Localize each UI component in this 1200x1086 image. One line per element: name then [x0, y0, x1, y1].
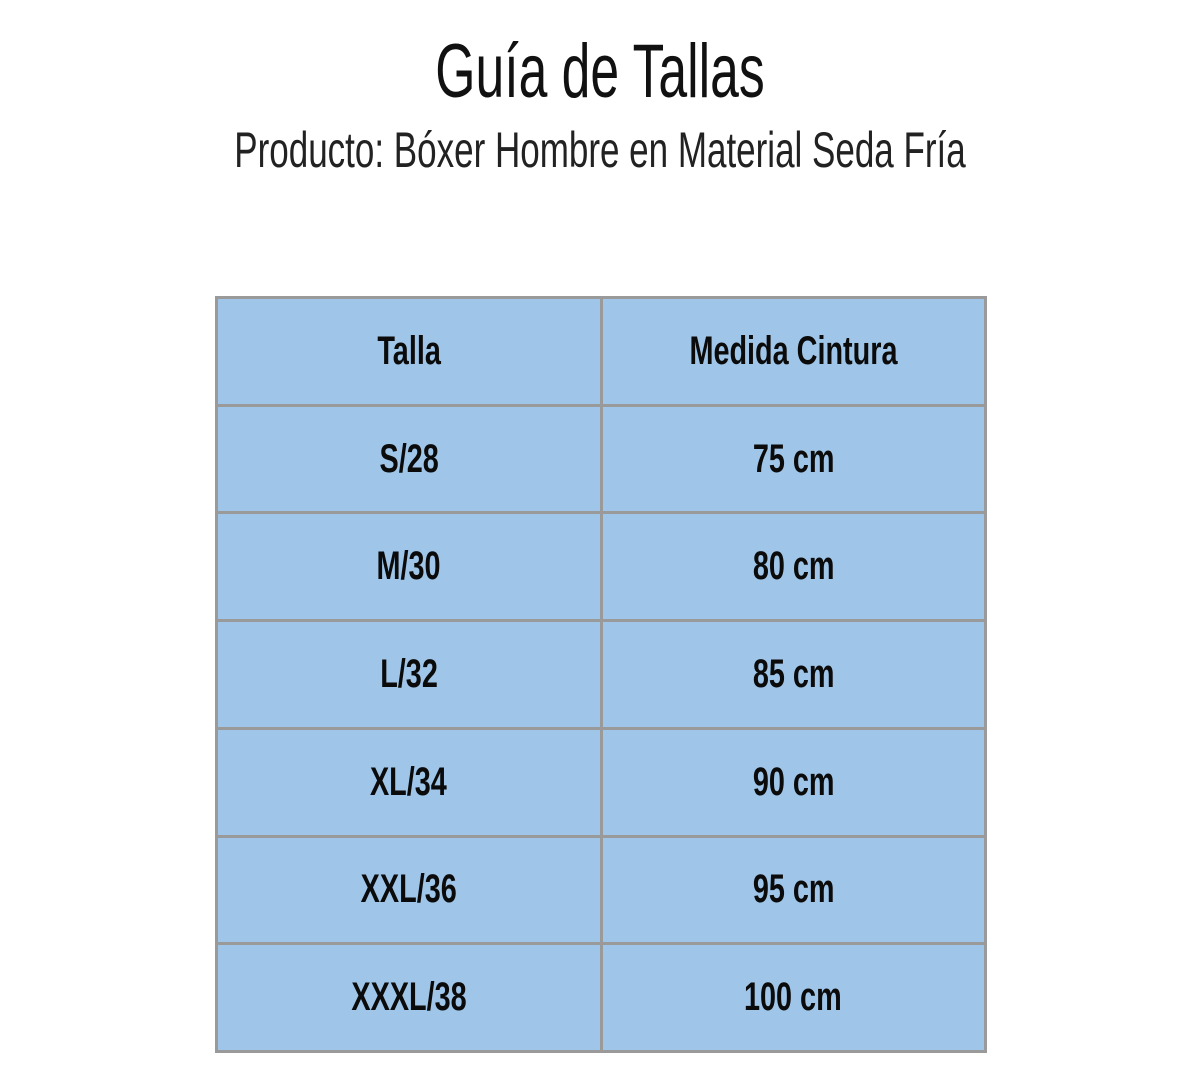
table-row: XXL/36 95 cm	[215, 834, 987, 946]
waist-cell: 90 cm	[599, 726, 987, 838]
waist-cell: 80 cm	[599, 511, 987, 623]
waist-cell: 85 cm	[599, 619, 987, 730]
table-row: XL/34 90 cm	[215, 726, 987, 838]
size-cell: M/30	[215, 511, 603, 623]
page-title: Guía de Tallas	[435, 29, 765, 114]
table-row: L/32 85 cm	[215, 619, 987, 730]
size-cell: L/32	[215, 619, 603, 730]
waist-cell: 95 cm	[599, 834, 987, 946]
table-header-row: Talla Medida Cintura	[215, 296, 987, 407]
waist-cell: 100 cm	[599, 942, 987, 1053]
table-row: M/30 80 cm	[215, 511, 987, 623]
header-cell: Talla	[215, 296, 603, 407]
table-row: XXXL/38 100 cm	[215, 942, 987, 1053]
size-table: Talla Medida Cintura S/28 75 cm M/30 80 cm L…	[215, 296, 987, 1053]
waist-cell: 75 cm	[599, 403, 987, 515]
size-cell: S/28	[215, 403, 603, 515]
header-cell: Medida Cintura	[599, 296, 987, 407]
size-cell: XXXL/38	[215, 942, 603, 1053]
size-cell: XXL/36	[215, 834, 603, 946]
page-subtitle: Producto: Bóxer Hombre en Material Seda …	[234, 122, 966, 178]
table-row: S/28 75 cm	[215, 403, 987, 515]
size-cell: XL/34	[215, 726, 603, 838]
